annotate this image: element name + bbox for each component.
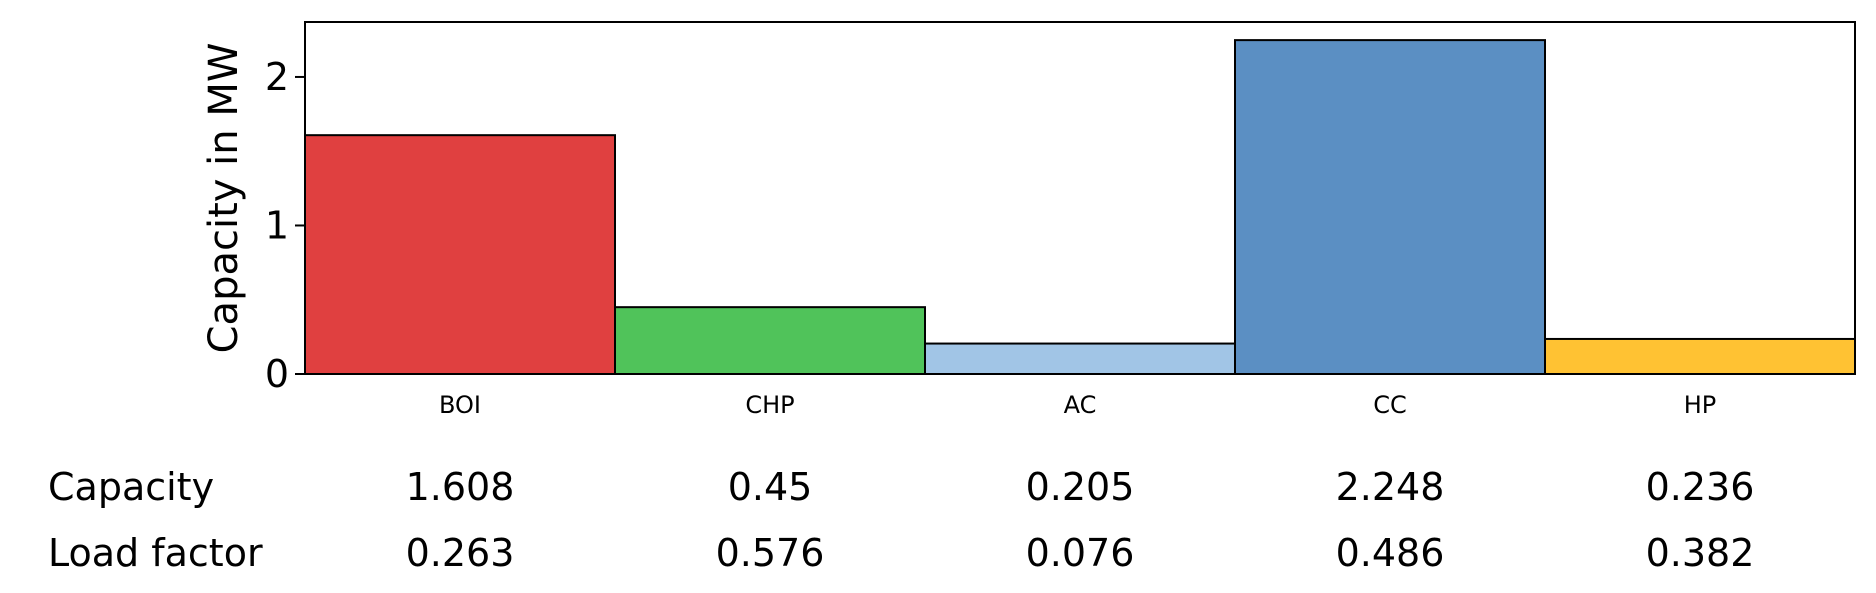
y-tick-label: 0 <box>265 352 289 396</box>
y-tick-label: 1 <box>265 203 289 247</box>
table-cell: 0.576 <box>716 531 825 575</box>
bar-ac <box>924 342 1236 375</box>
table-cell: 0.263 <box>406 531 515 575</box>
table-cell: 0.486 <box>1336 531 1445 575</box>
bar-chp <box>614 306 926 375</box>
table-cell: 0.382 <box>1646 531 1755 575</box>
x-tick-label: AC <box>1064 391 1097 419</box>
x-tick-label: HP <box>1684 391 1717 419</box>
y-axis-label: Capacity in MW <box>201 43 247 354</box>
x-axis-ticks: BOI CHP AC CC HP <box>439 391 1716 419</box>
table-cell: 0.45 <box>728 465 813 509</box>
bar-cc <box>1234 39 1546 375</box>
y-tick-label: 2 <box>265 55 289 99</box>
x-tick-label: CHP <box>745 391 794 419</box>
x-tick-label: BOI <box>439 391 481 419</box>
data-table: Capacity 1.608 0.45 0.205 2.248 0.236 Load fac… <box>48 465 1754 575</box>
x-tick-label: CC <box>1373 391 1407 419</box>
table-cell: 0.076 <box>1026 531 1135 575</box>
table-cell: 2.248 <box>1336 465 1445 509</box>
table-row-label: Load factor <box>48 531 263 575</box>
bars-layer <box>304 39 1856 375</box>
table-cell: 1.608 <box>406 465 515 509</box>
table-row-label: Capacity <box>48 465 214 509</box>
table-cell: 0.236 <box>1646 465 1755 509</box>
bar-hp <box>1544 337 1856 375</box>
bar-boi <box>304 134 616 375</box>
y-axis-ticks: 0 1 2 <box>265 55 305 396</box>
table-cell: 0.205 <box>1026 465 1135 509</box>
plot-frame <box>304 21 1856 375</box>
